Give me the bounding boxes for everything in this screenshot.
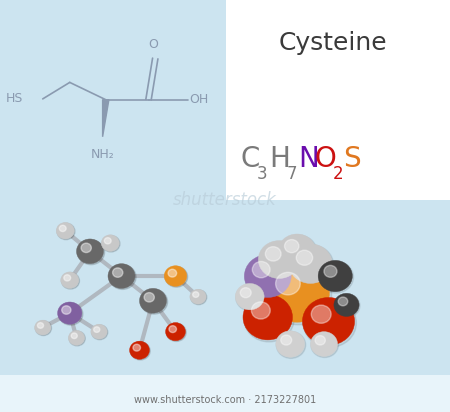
Bar [226,0,450,200]
Text: NH₂: NH₂ [91,148,114,162]
Circle shape [35,321,51,335]
Circle shape [289,245,333,285]
Circle shape [56,222,74,239]
Text: H: H [269,145,290,173]
Circle shape [275,272,300,295]
Circle shape [265,263,329,322]
Circle shape [302,297,355,345]
Circle shape [94,327,100,332]
Circle shape [244,296,294,342]
Text: Cysteine: Cysteine [279,31,387,55]
Circle shape [296,250,313,265]
Circle shape [324,265,337,277]
Circle shape [108,264,135,288]
Circle shape [62,306,71,314]
Circle shape [252,262,270,278]
Circle shape [101,235,119,251]
Text: HS: HS [6,92,23,105]
Circle shape [276,331,305,357]
Circle shape [243,295,292,340]
Circle shape [109,265,136,289]
Circle shape [289,244,332,283]
Circle shape [58,303,83,325]
Circle shape [140,289,167,314]
Circle shape [59,225,66,232]
Circle shape [318,260,352,292]
Circle shape [284,239,299,253]
Circle shape [338,297,348,306]
Circle shape [259,241,301,280]
Circle shape [37,323,44,328]
Circle shape [319,261,354,293]
Circle shape [190,290,207,304]
Text: O: O [148,38,158,51]
Circle shape [140,288,166,313]
Circle shape [166,323,185,341]
Circle shape [266,265,332,325]
Circle shape [69,331,85,346]
Circle shape [252,302,270,319]
Circle shape [193,292,199,297]
Text: www.shutterstock.com · 2173227801: www.shutterstock.com · 2173227801 [134,396,316,405]
Circle shape [165,267,188,287]
Circle shape [71,333,77,339]
Text: 3: 3 [256,165,267,183]
Circle shape [235,283,264,310]
Circle shape [133,344,140,351]
Circle shape [77,240,104,265]
Circle shape [61,272,79,288]
Circle shape [35,320,51,335]
Circle shape [144,293,154,302]
Circle shape [104,238,111,244]
Circle shape [81,243,91,253]
Circle shape [315,336,325,345]
Text: O: O [315,145,337,173]
Circle shape [258,241,300,279]
Text: C: C [241,145,260,173]
Circle shape [64,275,71,281]
Circle shape [169,325,176,332]
Text: 2: 2 [333,165,344,183]
Circle shape [62,273,80,289]
Circle shape [310,332,338,356]
Bar [0,0,226,200]
Circle shape [245,256,293,300]
Circle shape [164,266,187,286]
Circle shape [303,299,356,347]
Circle shape [166,323,186,342]
Circle shape [130,342,150,360]
Circle shape [57,223,75,240]
Circle shape [244,255,291,297]
Text: S: S [343,145,360,173]
Circle shape [236,284,265,311]
Circle shape [311,332,338,358]
Circle shape [278,234,316,269]
Text: OH: OH [189,93,209,106]
Circle shape [168,269,176,277]
Circle shape [102,236,120,252]
Circle shape [281,335,292,345]
Circle shape [91,324,107,339]
Text: shutterstock: shutterstock [173,191,277,209]
Circle shape [130,341,149,359]
Circle shape [311,305,331,323]
Circle shape [68,330,85,345]
Circle shape [334,293,359,316]
Circle shape [240,288,251,298]
Circle shape [334,294,360,318]
Circle shape [91,325,108,339]
Polygon shape [103,100,109,137]
Text: N: N [298,145,319,173]
Circle shape [279,235,317,270]
Text: 7: 7 [287,165,297,183]
Circle shape [112,268,123,277]
Bar [0,375,450,412]
Circle shape [276,332,306,358]
Circle shape [190,289,206,304]
Bar [0,200,450,379]
Circle shape [266,247,281,261]
Circle shape [58,302,82,324]
Circle shape [76,239,104,264]
